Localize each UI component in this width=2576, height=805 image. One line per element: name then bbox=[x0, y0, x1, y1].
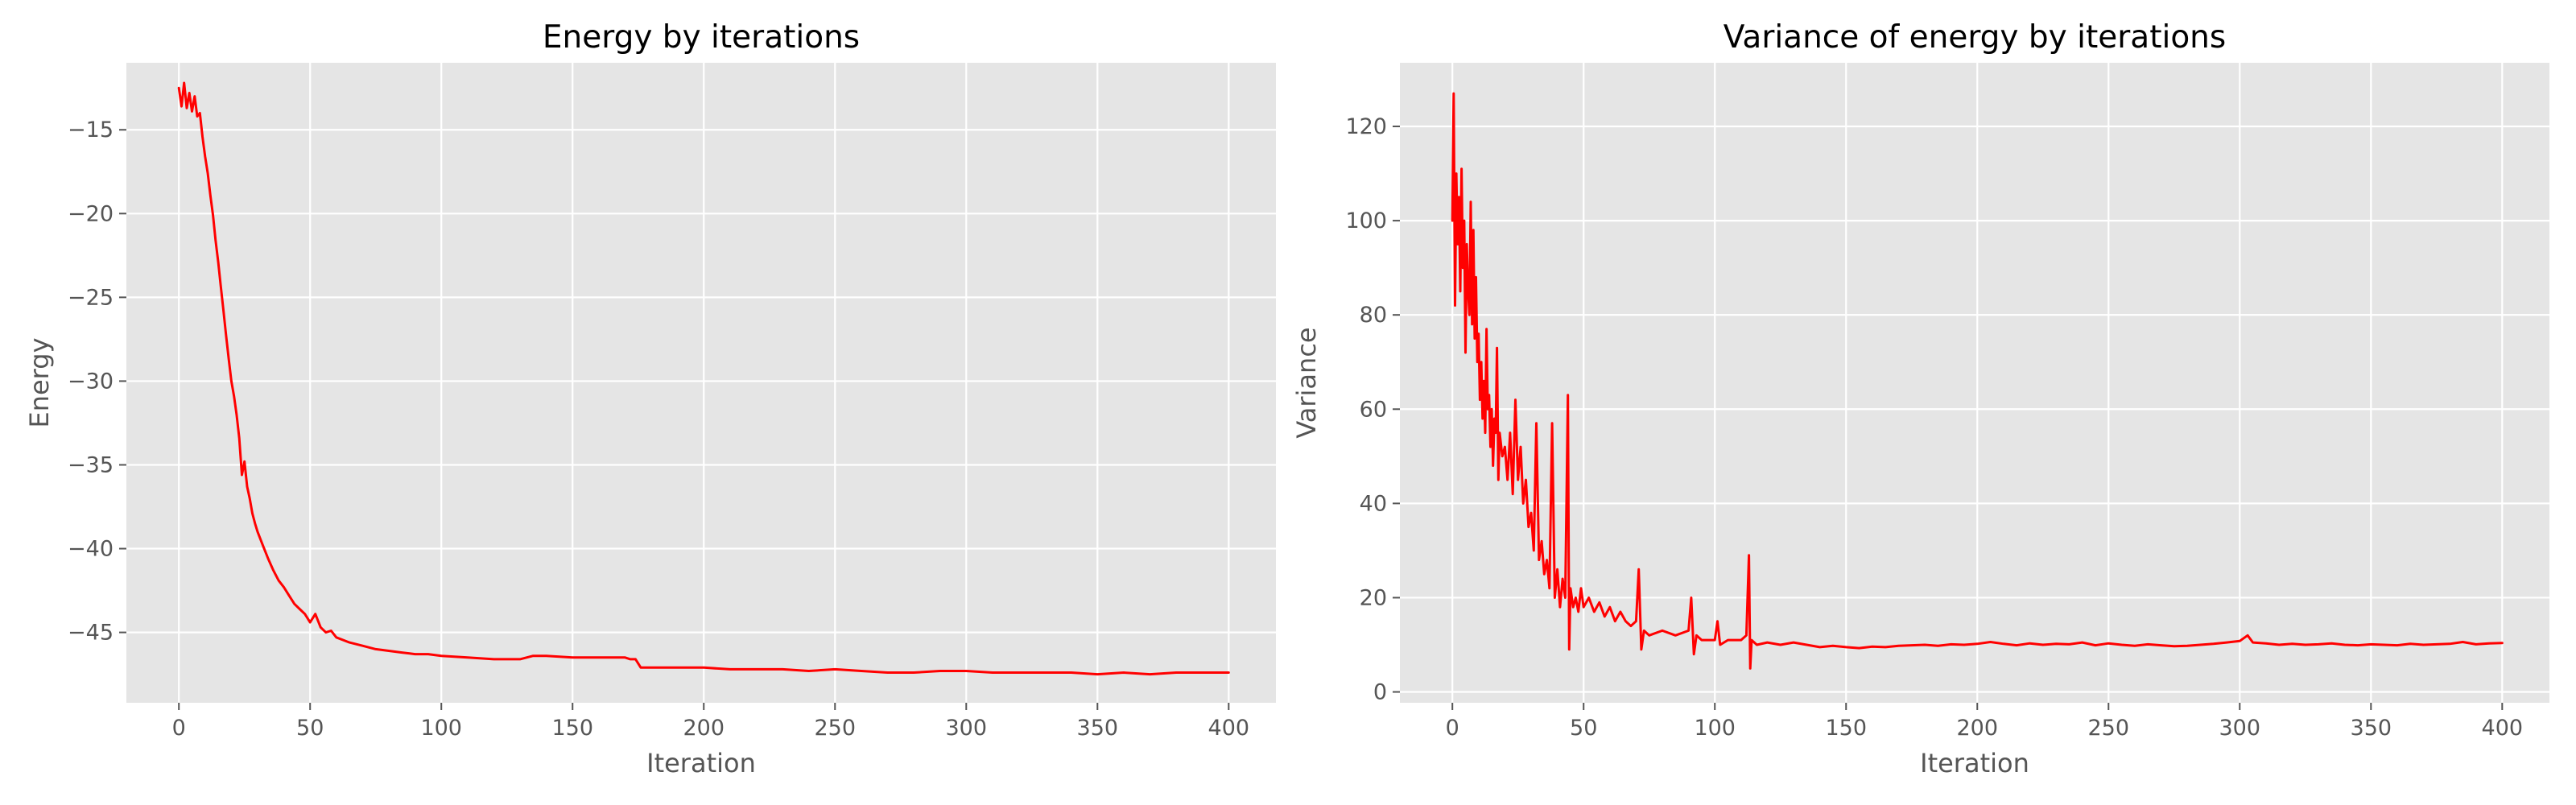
variance-y-tick-label: 120 bbox=[1345, 114, 1387, 139]
energy-x-tick-label: 100 bbox=[420, 716, 462, 741]
variance-x-tick-label: 250 bbox=[2088, 716, 2130, 741]
variance-y-tick-label: 20 bbox=[1360, 585, 1387, 610]
energy-chart: 0 50 100 150 200 250 300 350 400 −15 −20 −25 −30 −35 −… bbox=[24, 19, 1276, 778]
energy-grid bbox=[126, 63, 1276, 703]
energy-x-tick-label: 0 bbox=[172, 716, 186, 741]
variance-x-tick-label: 400 bbox=[2482, 716, 2524, 741]
energy-y-axis-label: Energy bbox=[24, 337, 55, 427]
energy-y-tick-label: −30 bbox=[68, 369, 114, 394]
energy-x-tick-label: 150 bbox=[551, 716, 593, 741]
variance-chart: 0 50 100 150 200 250 300 350 400020406080100120 … bbox=[1291, 19, 2549, 778]
energy-plot-area bbox=[126, 63, 1276, 703]
variance-series-line bbox=[1451, 92, 2504, 670]
energy-marks bbox=[177, 81, 1230, 676]
energy-y-tick-label: −45 bbox=[68, 621, 114, 646]
variance-ticks: 0 50 100 150 200 250 300 350 400 0 20 40 60 80 100 120 bbox=[1345, 114, 2523, 741]
energy-x-tick-label: 50 bbox=[296, 716, 324, 741]
variance-x-tick-label: 200 bbox=[1956, 716, 1998, 741]
energy-y-tick-label: −35 bbox=[68, 452, 114, 477]
energy-x-tick-label: 350 bbox=[1077, 716, 1119, 741]
variance-marks bbox=[1451, 92, 2504, 670]
variance-y-tick-label: 80 bbox=[1360, 303, 1387, 328]
energy-series-line bbox=[177, 81, 1230, 676]
energy-x-tick-label: 300 bbox=[946, 716, 988, 741]
variance-x-tick-label: 100 bbox=[1694, 716, 1736, 741]
energy-y-tick-label: −20 bbox=[68, 201, 114, 226]
variance-x-axis-label: Iteration bbox=[1920, 748, 2029, 778]
variance-x-tick-label: 50 bbox=[1570, 716, 1597, 741]
energy-x-tick-label: 200 bbox=[683, 716, 724, 741]
energy-x-axis-label: Iteration bbox=[646, 748, 756, 778]
variance-x-tick-label: 350 bbox=[2351, 716, 2392, 741]
energy-ticks: 0 50 100 150 200 250 300 350 400 −15 −20 −25 −30 −35 −… bbox=[68, 118, 1249, 741]
variance-chart-title: Variance of energy by iterations bbox=[1724, 19, 2226, 56]
variance-x-tick-label: 0 bbox=[1446, 716, 1459, 741]
variance-grid bbox=[1400, 63, 2549, 703]
energy-y-tick-label: −15 bbox=[68, 118, 114, 142]
variance-x-tick-label: 150 bbox=[1825, 716, 1867, 741]
variance-y-axis-label: Variance bbox=[1291, 327, 1322, 438]
variance-x-tick-label: 300 bbox=[2219, 716, 2261, 741]
variance-y-tick-label: 60 bbox=[1360, 397, 1387, 422]
energy-y-tick-label: −40 bbox=[68, 537, 114, 562]
variance-y-tick-label: 0 bbox=[1373, 680, 1387, 705]
energy-x-tick-label: 250 bbox=[815, 716, 857, 741]
variance-y-tick-label: 100 bbox=[1345, 208, 1387, 233]
variance-plot-area bbox=[1400, 63, 2549, 703]
energy-chart-title: Energy by iterations bbox=[543, 19, 860, 56]
energy-y-tick-label: −25 bbox=[68, 285, 114, 310]
variance-y-tick-label: 40 bbox=[1360, 491, 1387, 516]
energy-x-tick-label: 400 bbox=[1208, 716, 1250, 741]
